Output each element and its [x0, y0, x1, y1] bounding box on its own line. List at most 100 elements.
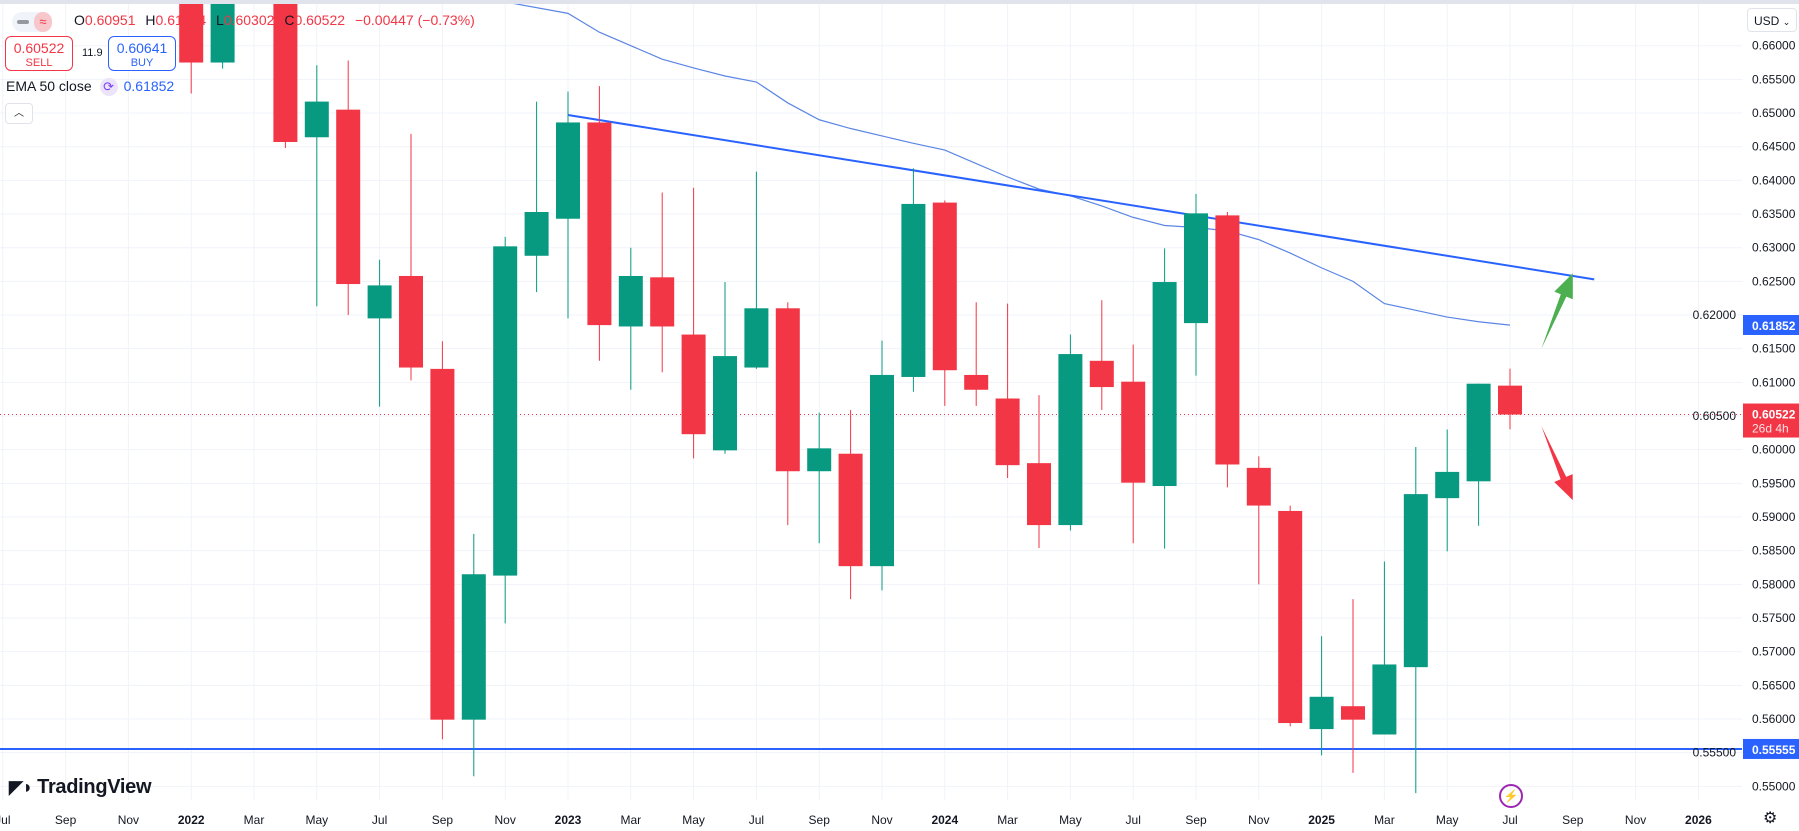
candle	[1498, 368, 1522, 430]
x-tick-label: 2022	[178, 813, 205, 827]
x-tick-label: 2025	[1308, 813, 1335, 827]
collapse-legend-button[interactable]: ︿	[5, 103, 33, 124]
y-tick-label: 0.55000	[1752, 779, 1796, 793]
close-value: 0.60522	[294, 12, 346, 28]
candle	[430, 341, 455, 740]
indicator-legend[interactable]: EMA 50 close ⟳ 0.61852	[6, 78, 174, 97]
y-tick-label: 0.61500	[1752, 342, 1796, 356]
candle-body	[744, 308, 769, 368]
ohlc-legend: O0.60951 H0.61204 L0.60302 C0.60522 −0.0…	[68, 12, 475, 28]
buy-label: BUY	[130, 57, 154, 69]
last-price-label: 0.60522	[1752, 408, 1796, 422]
trendline	[567, 114, 1595, 281]
candle	[995, 303, 1020, 478]
currency-button[interactable]: USD ⌄	[1747, 8, 1797, 32]
buy-button[interactable]: 0.60641 BUY	[108, 36, 176, 71]
candle	[618, 247, 643, 390]
candle-body	[1184, 213, 1208, 324]
candle	[870, 340, 894, 591]
candle	[1215, 212, 1240, 488]
settings-icon[interactable]: ⚙	[1763, 810, 1778, 827]
y-tick-label: 0.59000	[1752, 510, 1796, 524]
candle	[1058, 334, 1083, 531]
candle	[1372, 561, 1397, 735]
chevron-down-icon: ⌄	[1782, 17, 1791, 27]
y-tick-label: 0.62000	[1693, 308, 1737, 322]
candles	[179, 4, 1522, 794]
high-label: H	[145, 12, 156, 28]
candle-body	[1498, 385, 1522, 415]
indicator-name: EMA 50 close	[6, 78, 92, 94]
y-tick-label: 0.64500	[1752, 140, 1796, 154]
y-tick-label: 0.55500	[1693, 746, 1737, 760]
candle-body	[1215, 215, 1240, 465]
candle	[587, 86, 612, 361]
candle-body	[932, 202, 957, 371]
x-tick-label: Jul	[372, 813, 387, 827]
candle	[1403, 446, 1428, 794]
candle	[1184, 193, 1208, 376]
candle-body	[1435, 471, 1460, 499]
x-tick-label: Jul	[1126, 813, 1141, 827]
candle-body	[210, 4, 235, 63]
candle	[1152, 248, 1177, 549]
candle	[1027, 395, 1051, 548]
buy-price: 0.60641	[116, 40, 168, 56]
close-label: C	[284, 12, 295, 28]
x-tick-label: Sep	[432, 813, 454, 827]
candle	[713, 282, 737, 454]
y-tick-label: 0.62500	[1752, 274, 1796, 288]
candle-body	[587, 122, 612, 326]
low-value: 0.60302	[223, 12, 275, 28]
candle-body	[1278, 510, 1303, 724]
x-tick-label: May	[1059, 813, 1082, 827]
x-tick-label: Nov	[118, 813, 139, 827]
candle-body	[556, 122, 580, 219]
tradingview-logo[interactable]: ◤◗ TradingView	[9, 776, 152, 799]
candle	[681, 187, 706, 459]
countdown-label: 26d 4h	[1752, 422, 1789, 436]
x-tick-label: Sep	[809, 813, 831, 827]
x-tick-label: Mar	[620, 813, 641, 827]
candle-body	[807, 448, 832, 472]
sell-price: 0.60522	[13, 40, 65, 56]
candle-body	[901, 203, 926, 377]
candle	[273, 4, 298, 149]
x-tick-label: 2023	[555, 813, 582, 827]
last-price-badge	[1743, 403, 1799, 438]
spread: 11.9	[82, 47, 103, 59]
candle-body	[1058, 354, 1083, 526]
wave-icon: ≈	[34, 12, 52, 32]
candle	[1309, 636, 1334, 756]
candle-body	[1027, 463, 1051, 526]
lightning-icon[interactable]: ⚡	[1499, 784, 1523, 808]
candle-body	[273, 4, 298, 142]
candle-body	[1121, 381, 1146, 483]
y-tick-label: 0.58500	[1752, 544, 1796, 558]
arrow-down-icon	[1541, 426, 1573, 501]
candle	[932, 200, 957, 406]
x-tick-label: Mar	[1374, 813, 1395, 827]
candle-body	[1089, 360, 1114, 388]
refresh-icon[interactable]: ⟳	[99, 78, 118, 97]
candle	[1466, 383, 1491, 526]
y-tick-label: 0.60000	[1752, 443, 1796, 457]
series-toggle[interactable]: ≈	[12, 12, 52, 32]
change-value: −0.00447 (−0.73%)	[354, 12, 475, 28]
candle-body	[1466, 383, 1491, 482]
x-tick-label: Nov	[1625, 813, 1646, 827]
sell-button[interactable]: 0.60522 SELL	[5, 36, 73, 71]
candle	[1278, 505, 1303, 727]
y-tick-label: 0.63500	[1752, 207, 1796, 221]
candle-body	[838, 453, 863, 567]
minus-icon	[17, 20, 29, 24]
candle-body	[995, 398, 1020, 466]
open-label: O	[74, 12, 85, 28]
candle-body	[650, 277, 675, 327]
candle-body	[681, 334, 706, 435]
candle	[556, 91, 580, 319]
ema-50-line	[513, 4, 1511, 326]
candle-body	[775, 308, 800, 472]
x-tick-label: Jul	[1502, 813, 1517, 827]
